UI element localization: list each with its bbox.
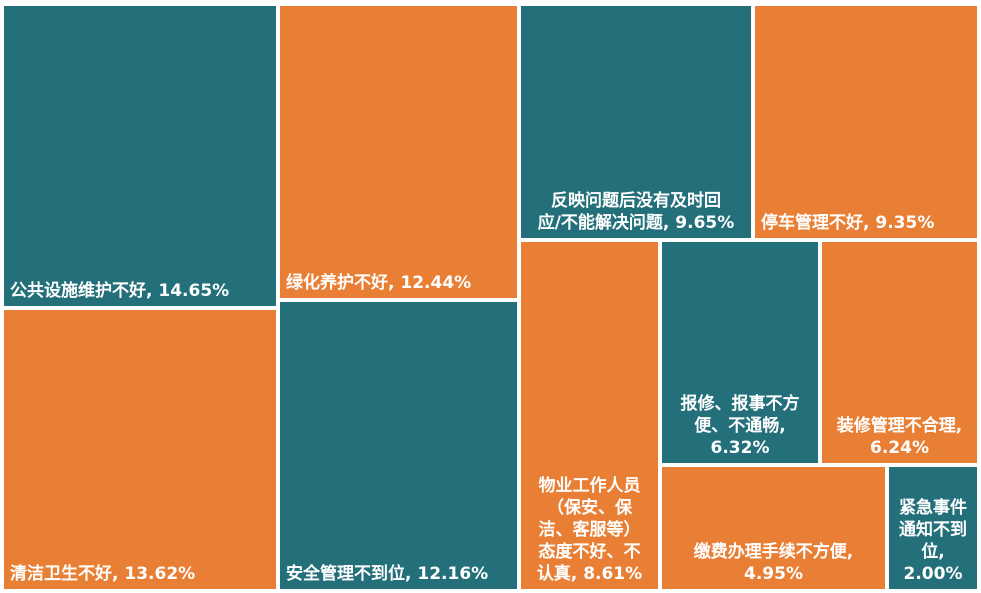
treemap-tile-label: 装修管理不合理, 6.24% bbox=[836, 416, 963, 458]
treemap-tile: 安全管理不到位, 12.16% bbox=[278, 300, 519, 591]
treemap-tile-label: 反映问题后没有及时回 应/不能解决问题, 9.65% bbox=[537, 191, 735, 233]
treemap-tile-label: 清洁卫生不好, 13.62% bbox=[10, 564, 196, 584]
treemap-tile-label: 缴费办理手续不方便, 4.95% bbox=[693, 542, 854, 584]
treemap-tile: 紧急事件 通知不到 位, 2.00% bbox=[887, 465, 979, 591]
treemap-tile-label: 停车管理不好, 9.35% bbox=[761, 213, 935, 233]
treemap-tile: 物业工作人员 （保安、保 洁、客服等） 态度不好、不 认真, 8.61% bbox=[519, 240, 660, 591]
treemap-tile: 反映问题后没有及时回 应/不能解决问题, 9.65% bbox=[519, 4, 753, 240]
treemap-tile: 装修管理不合理, 6.24% bbox=[820, 240, 979, 465]
treemap-tile: 公共设施维护不好, 14.65% bbox=[2, 4, 278, 308]
treemap-tile-label: 绿化养护不好, 12.44% bbox=[286, 273, 472, 293]
treemap-tile: 停车管理不好, 9.35% bbox=[753, 4, 979, 240]
treemap-tile: 绿化养护不好, 12.44% bbox=[278, 4, 519, 300]
treemap-tile-label: 物业工作人员 （保安、保 洁、客服等） 态度不好、不 认真, 8.61% bbox=[536, 476, 643, 584]
treemap-tile: 缴费办理手续不方便, 4.95% bbox=[660, 465, 887, 591]
treemap-tile-label: 报修、报事不方 便、不通畅, 6.32% bbox=[680, 394, 800, 458]
treemap-tile: 报修、报事不方 便、不通畅, 6.32% bbox=[660, 240, 820, 465]
treemap-tile: 清洁卫生不好, 13.62% bbox=[2, 308, 278, 591]
treemap-tile-label: 公共设施维护不好, 14.65% bbox=[10, 281, 230, 301]
treemap-tile-label: 安全管理不到位, 12.16% bbox=[286, 564, 489, 584]
treemap-tile-label: 紧急事件 通知不到 位, 2.00% bbox=[899, 498, 967, 584]
